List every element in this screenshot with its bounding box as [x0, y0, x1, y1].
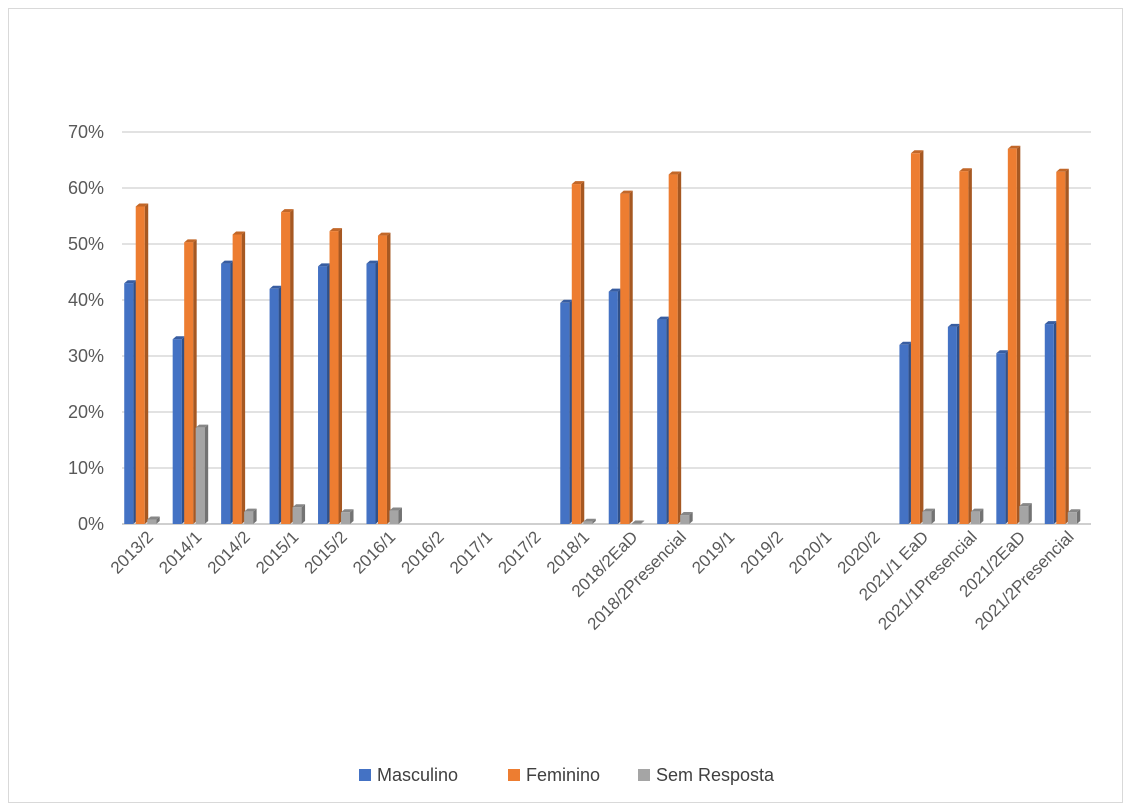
y-tick-label: 50% [68, 234, 104, 254]
y-tick-label: 0% [78, 514, 104, 534]
bar-masculino [221, 260, 234, 524]
bar-feminino [620, 190, 633, 524]
y-tick-label: 30% [68, 346, 104, 366]
bar-sem-resposta [680, 512, 693, 524]
legend-label: Feminino [526, 765, 600, 785]
bar-feminino [232, 231, 246, 525]
bar-masculino [899, 341, 912, 524]
legend-swatch [508, 769, 520, 781]
y-axis-ticks: 0% 10% 20% 30% 40% 50% 60% 70% [68, 122, 104, 534]
x-tick-label: 2014/1 [155, 527, 205, 577]
x-tick-label: 2016/1 [349, 527, 399, 577]
bar-feminino [184, 239, 197, 524]
bar-sem-resposta [631, 520, 645, 525]
legend-swatch [359, 769, 371, 781]
bar-masculino [269, 285, 283, 524]
x-tick-label: 2017/2 [494, 527, 544, 577]
bar-sem-resposta [1067, 509, 1081, 524]
bar-sem-resposta [147, 516, 160, 524]
bar-masculino [608, 288, 622, 524]
x-axis-ticks: 2013/22014/12014/22015/12015/22016/12016… [107, 527, 1078, 633]
bar-feminino [1056, 168, 1069, 524]
bar-feminino [910, 150, 924, 524]
legend-item: Feminino [508, 765, 600, 785]
x-tick-label: 2017/1 [446, 527, 496, 577]
y-tick-label: 20% [68, 402, 104, 422]
bar-sem-resposta [1019, 503, 1032, 524]
bar-masculino [124, 280, 137, 524]
bar-masculino [947, 323, 961, 524]
bar-feminino [959, 168, 972, 524]
bars [124, 145, 1081, 525]
bar-masculino [560, 299, 573, 524]
bar-sem-resposta [195, 424, 209, 524]
x-tick-label: 2014/2 [204, 527, 254, 577]
bar-masculino [657, 316, 670, 524]
x-tick-label: 2015/2 [301, 527, 351, 577]
y-tick-label: 70% [68, 122, 104, 142]
x-tick-label: 2015/1 [252, 527, 302, 577]
legend-swatch [638, 769, 650, 781]
bar-feminino [571, 181, 585, 524]
y-tick-label: 40% [68, 290, 104, 310]
bar-sem-resposta [583, 518, 596, 524]
bar-sem-resposta [341, 509, 354, 524]
y-tick-label: 60% [68, 178, 104, 198]
x-tick-label: 2020/1 [785, 527, 835, 577]
legend-label: Sem Resposta [656, 765, 775, 785]
x-tick-label: 2016/2 [398, 527, 448, 577]
bar-feminino [281, 209, 294, 524]
bar-masculino [172, 336, 186, 524]
gridlines [122, 131, 1091, 525]
bar-sem-resposta [922, 508, 935, 524]
legend-label: Masculino [377, 765, 458, 785]
bar-sem-resposta [292, 504, 306, 524]
legend-item: Masculino [359, 765, 458, 785]
bar-feminino [135, 203, 149, 525]
bar-masculino [366, 260, 379, 524]
x-tick-label: 2019/2 [737, 527, 787, 577]
bar-feminino [1007, 145, 1021, 525]
x-tick-label: 2013/2 [107, 527, 157, 577]
bar-masculino [1044, 321, 1058, 524]
bar-sem-resposta [244, 508, 257, 524]
bar-feminino [668, 171, 682, 524]
legend: Masculino Feminino Sem Resposta [359, 765, 775, 785]
legend-item: Sem Resposta [638, 765, 775, 785]
x-tick-label: 2019/1 [688, 527, 738, 577]
bar-sem-resposta [970, 508, 984, 524]
bar-feminino [377, 232, 391, 524]
bar-feminino [329, 228, 343, 524]
bar-masculino [318, 263, 331, 524]
bar-sem-resposta [389, 507, 402, 524]
bar-masculino [996, 350, 1009, 524]
y-tick-label: 10% [68, 458, 104, 478]
